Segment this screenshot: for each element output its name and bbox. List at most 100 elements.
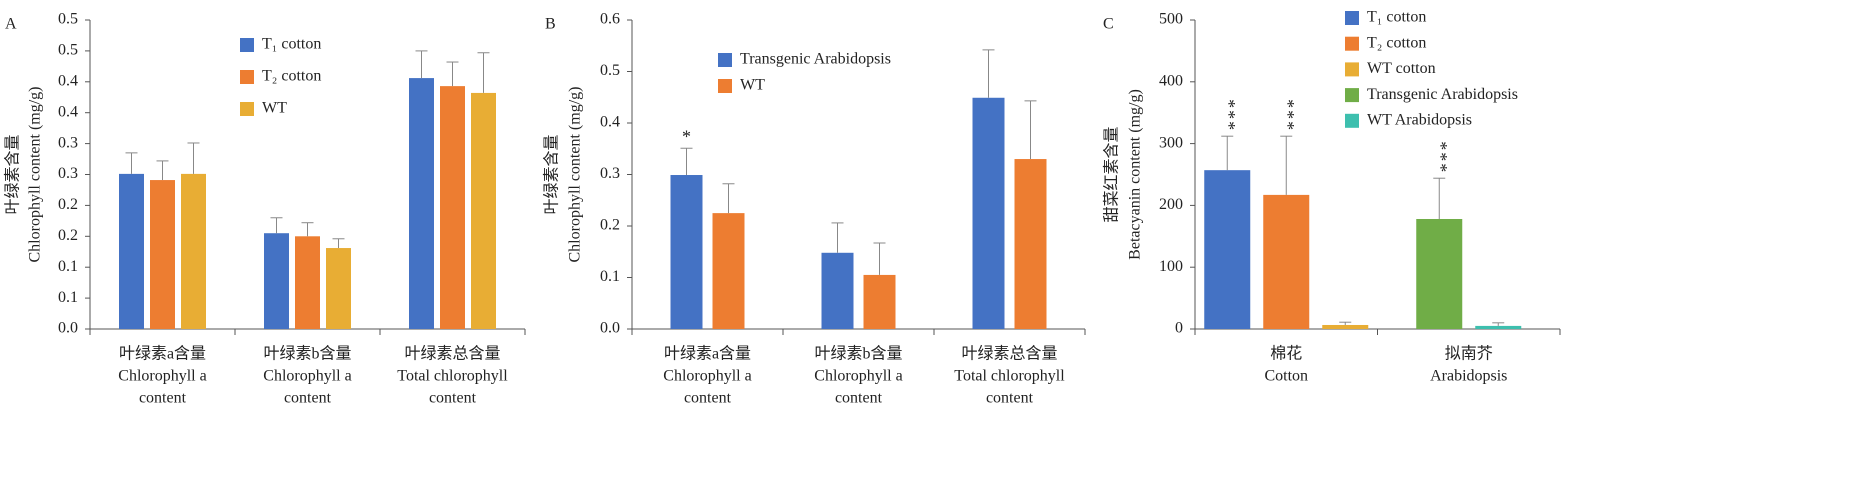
error-bar	[415, 50, 428, 79]
x-tick-label: Cotton	[1264, 368, 1308, 385]
y-tick-label: 0.1	[58, 289, 78, 306]
y-tick-label: 0.1	[600, 268, 620, 285]
legend-swatch	[1345, 62, 1359, 77]
y-tick-label: 500	[1159, 11, 1183, 28]
y-axis-label: Chlorophyll content (mg/g)	[27, 87, 44, 263]
y-tick-label: 0.5	[58, 11, 78, 28]
bar	[972, 97, 1005, 329]
legend-label: T₁ cotton	[262, 36, 321, 53]
error-bar	[270, 217, 283, 234]
error-bar	[477, 52, 490, 93]
x-tick-label: content	[429, 390, 477, 407]
y-tick-label: 0.4	[58, 103, 78, 120]
legend-label: WT	[262, 100, 287, 117]
y-tick-label: 0.0	[600, 320, 620, 337]
bar	[1322, 324, 1369, 329]
legend-label: T₁ cotton	[1367, 9, 1426, 26]
error-bar	[332, 238, 345, 249]
bar	[119, 173, 144, 329]
legend-swatch	[240, 102, 254, 116]
x-tick-label: Chlorophyll a	[118, 368, 206, 385]
y-tick-label: 0.3	[600, 165, 620, 182]
y-tick-label: 300	[1159, 134, 1183, 151]
error-bar	[125, 152, 138, 174]
y-tick-label: 400	[1159, 72, 1183, 89]
significance-label: ***	[1278, 99, 1298, 132]
error-bar	[831, 222, 844, 253]
x-tick-label: 叶绿素总含量	[404, 345, 500, 363]
y-axis-label: Chlorophyll content (mg/g)	[567, 87, 584, 263]
error-bar	[722, 183, 735, 214]
legend-swatch	[1345, 11, 1359, 25]
legend-swatch	[1345, 36, 1359, 51]
y-axis-label: Betacyanin content (mg/g)	[1127, 89, 1144, 260]
bar	[150, 180, 175, 329]
bar	[440, 86, 465, 329]
error-bar	[1339, 321, 1352, 325]
y-tick-label: 0.4	[600, 114, 620, 131]
x-tick-label: Chlorophyll a	[663, 368, 751, 385]
bar	[264, 233, 289, 329]
panel-label: B	[545, 16, 556, 33]
x-tick-label: Total chlorophyll	[954, 368, 1065, 385]
legend-swatch	[240, 38, 254, 52]
legend-label: WT Arabidopsis	[1367, 111, 1472, 128]
y-axis-label: 叶绿素含量	[4, 134, 22, 214]
bar	[409, 78, 434, 329]
x-tick-label: 叶绿素总含量	[961, 345, 1057, 363]
error-bar	[187, 142, 200, 174]
bar	[821, 252, 854, 329]
bar	[295, 236, 320, 329]
x-tick-label: content	[139, 390, 187, 407]
x-tick-label: Arabidopsis	[1430, 368, 1507, 385]
y-tick-label: 0.2	[600, 217, 620, 234]
legend-label: T₂ cotton	[1367, 34, 1426, 51]
y-tick-label: 0.0	[58, 320, 78, 337]
bar	[863, 274, 896, 329]
error-bar	[982, 49, 995, 98]
y-tick-label: 0.5	[58, 42, 78, 59]
significance-label: ***	[1219, 99, 1239, 132]
error-bar	[873, 242, 886, 275]
error-bar	[680, 147, 693, 176]
bar	[1416, 218, 1463, 329]
error-bar	[156, 160, 169, 181]
y-tick-label: 0.6	[600, 11, 620, 28]
significance-label: *	[682, 126, 691, 146]
bar	[181, 173, 206, 329]
bar	[1475, 325, 1522, 329]
x-tick-label: content	[986, 390, 1034, 407]
legend-label: WT	[740, 77, 765, 94]
error-bar	[1024, 100, 1037, 160]
legend-label: Transgenic Arabidopsis	[1367, 86, 1518, 103]
legend-swatch	[1345, 88, 1359, 103]
y-tick-label: 0.2	[58, 196, 78, 213]
legend-swatch	[1345, 113, 1359, 128]
x-tick-label: 棉花	[1270, 345, 1302, 363]
y-axis-label: 叶绿素含量	[543, 134, 561, 214]
panel-label: A	[5, 16, 17, 33]
y-tick-label: 0.3	[58, 134, 78, 151]
x-tick-label: Chlorophyll a	[814, 368, 902, 385]
y-tick-label: 100	[1159, 258, 1183, 275]
y-tick-label: 0	[1175, 320, 1183, 337]
legend-swatch	[718, 79, 732, 93]
error-bar	[301, 222, 314, 237]
legend-label: Transgenic Arabidopsis	[740, 51, 891, 68]
panel-label: C	[1103, 16, 1114, 33]
significance-label: ***	[1431, 141, 1451, 174]
bar	[1263, 194, 1310, 329]
y-tick-label: 0.2	[58, 227, 78, 244]
y-tick-label: 0.4	[58, 72, 78, 89]
y-tick-label: 0.5	[600, 62, 620, 79]
legend-label: WT cotton	[1367, 60, 1436, 77]
x-tick-label: content	[284, 390, 332, 407]
y-tick-label: 0.1	[58, 258, 78, 275]
y-tick-label: 200	[1159, 196, 1183, 213]
bar	[712, 213, 745, 329]
x-tick-label: content	[684, 390, 732, 407]
x-tick-label: 叶绿素a含量	[664, 345, 751, 363]
legend-swatch	[240, 70, 254, 84]
y-tick-label: 0.3	[58, 165, 78, 182]
bar	[1014, 159, 1047, 329]
